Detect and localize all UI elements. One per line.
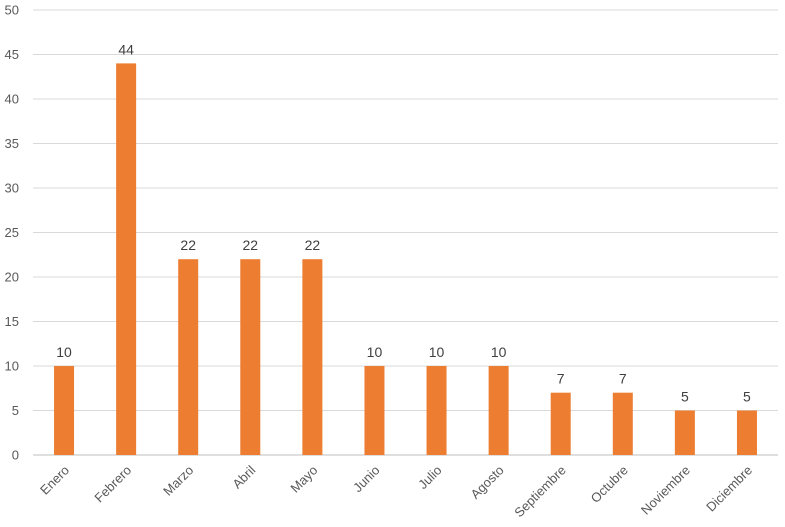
bars <box>54 63 757 456</box>
data-label: 22 <box>180 237 196 253</box>
bar <box>116 63 137 456</box>
y-tick-label: 50 <box>5 3 19 18</box>
data-labels: 10 44 22 22 22 10 10 10 7 7 5 5 <box>56 41 751 404</box>
y-tick-label: 10 <box>5 359 19 374</box>
y-tick-label: 0 <box>12 448 19 463</box>
data-label: 10 <box>429 344 445 360</box>
y-tick-label: 25 <box>5 225 19 240</box>
bar <box>54 366 75 455</box>
x-tick-label: Abril <box>229 462 258 491</box>
x-tick-label: Noviembre <box>638 463 693 518</box>
bar <box>240 259 261 455</box>
data-label: 10 <box>56 344 72 360</box>
x-tick-label: Mayo <box>287 463 320 496</box>
data-label: 10 <box>491 344 507 360</box>
bar <box>302 259 323 455</box>
bar <box>736 410 757 455</box>
y-tick-label: 45 <box>5 47 19 62</box>
bar <box>426 366 447 455</box>
data-label: 22 <box>243 237 259 253</box>
bar <box>612 392 633 455</box>
data-label: 22 <box>305 237 321 253</box>
y-tick-label: 15 <box>5 314 19 329</box>
x-tick-label: Junio <box>350 463 383 496</box>
y-tick-label: 35 <box>5 136 19 151</box>
gridlines <box>33 9 778 456</box>
y-axis-ticks: 0 5 10 15 20 25 30 35 40 45 50 <box>5 3 19 463</box>
bar <box>674 410 695 455</box>
bar <box>364 366 385 455</box>
y-tick-label: 40 <box>5 92 19 107</box>
data-label: 44 <box>118 41 134 57</box>
x-tick-label: Agosto <box>468 463 507 502</box>
x-tick-label: Enero <box>37 463 72 498</box>
x-tick-label: Marzo <box>160 463 196 499</box>
bar <box>178 259 199 455</box>
x-tick-label: Septiembre <box>511 463 569 521</box>
bar <box>488 366 509 455</box>
data-label: 5 <box>681 389 689 405</box>
y-tick-label: 30 <box>5 181 19 196</box>
bar <box>550 392 571 455</box>
data-label: 5 <box>743 389 751 405</box>
x-tick-label: Febrero <box>91 463 134 506</box>
data-label: 10 <box>367 344 383 360</box>
y-tick-label: 20 <box>5 270 19 285</box>
x-tick-label: Diciembre <box>703 463 755 515</box>
data-label: 7 <box>619 371 627 387</box>
y-tick-label: 5 <box>12 403 19 418</box>
x-tick-label: Julio <box>415 463 445 493</box>
data-label: 7 <box>557 371 565 387</box>
x-axis-ticks: Enero Febrero Marzo Abril Mayo Junio Julio Agos… <box>37 462 755 520</box>
x-tick-label: Octubre <box>588 463 631 506</box>
